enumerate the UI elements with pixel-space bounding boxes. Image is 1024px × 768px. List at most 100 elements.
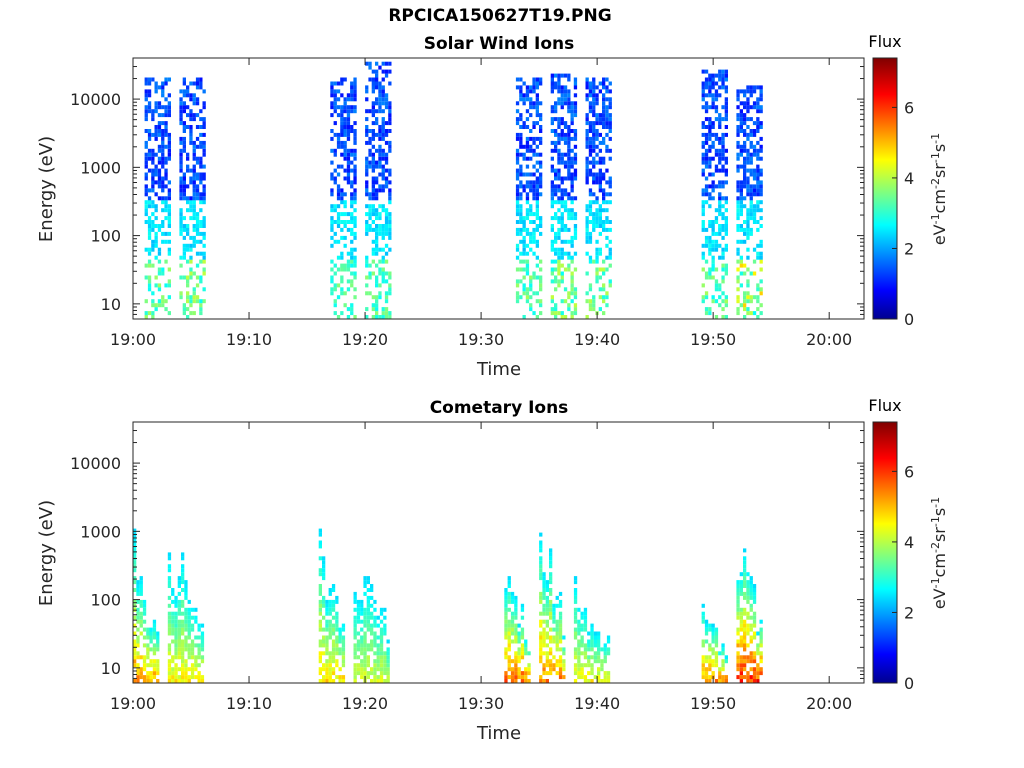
spectrogram-cell — [749, 231, 753, 236]
spectrogram-cell — [515, 172, 520, 177]
spectrogram-cell — [739, 623, 743, 628]
spectrogram-cell — [322, 635, 326, 640]
spectrogram-cell — [187, 627, 191, 632]
spectrogram-cell — [187, 631, 191, 636]
spectrogram-cell — [195, 224, 200, 228]
spectrogram-cell — [563, 121, 568, 126]
spectrogram-cell — [331, 659, 336, 664]
spectrogram-cell — [154, 164, 158, 169]
spectrogram-cell — [746, 105, 750, 110]
spectrogram-cell — [718, 73, 722, 78]
spectrogram-cell — [186, 283, 190, 288]
spectrogram-cell — [331, 615, 336, 620]
spectrogram-cell — [529, 144, 533, 149]
spectrogram-cell — [167, 144, 171, 149]
spectrogram-cell — [156, 635, 160, 640]
spectrogram-cell — [539, 160, 543, 165]
y-tick-label: 10000 — [70, 90, 121, 109]
spectrogram-cell — [567, 176, 571, 181]
spectrogram-cell — [336, 239, 341, 244]
spectrogram-cell — [147, 129, 152, 133]
spectrogram-cells — [133, 528, 763, 683]
spectrogram-cell — [368, 216, 372, 221]
spectrogram-cell — [199, 81, 203, 86]
spectrogram-cell — [759, 97, 763, 102]
spectrogram-cell — [550, 216, 554, 221]
spectrogram-cell — [602, 224, 606, 228]
spectrogram-cell — [563, 101, 568, 106]
spectrogram-cell — [167, 113, 171, 118]
spectrogram-cell — [379, 607, 384, 612]
spectrogram-cell — [724, 172, 728, 177]
spectrogram-cell — [139, 611, 143, 616]
spectrogram-cell — [144, 117, 148, 122]
spectrogram-cell — [739, 643, 743, 648]
spectrogram-cell — [187, 655, 191, 660]
spectrogram-cell — [708, 73, 712, 78]
spectrogram-cell — [583, 607, 588, 612]
spectrogram-cell — [353, 81, 357, 86]
spectrogram-cell — [595, 255, 599, 260]
spectrogram-cell — [179, 224, 183, 228]
spectrogram-cell — [592, 129, 596, 133]
spectrogram-cell — [379, 611, 384, 616]
spectrogram-cell — [746, 572, 750, 577]
spectrogram-cell — [525, 299, 530, 304]
spectrogram-cell — [197, 651, 201, 656]
spectrogram-cell — [194, 663, 198, 668]
spectrogram-cell — [146, 655, 150, 660]
spectrogram-cell — [388, 291, 392, 296]
spectrogram-cell — [363, 591, 367, 596]
spectrogram-cell — [593, 631, 597, 636]
spectrogram-cell — [718, 121, 722, 126]
spectrogram-cell — [608, 251, 612, 256]
spectrogram-cell — [388, 117, 392, 122]
spectrogram-cell — [381, 259, 385, 264]
spectrogram-cell — [194, 607, 198, 612]
spectrogram-cell — [322, 639, 326, 644]
spectrogram-cell — [585, 164, 589, 169]
spectrogram-cell — [507, 647, 511, 652]
spectrogram-cell — [736, 267, 740, 272]
spectrogram-cell — [515, 192, 520, 197]
spectrogram-cell — [756, 283, 760, 288]
spectrogram-cell — [353, 655, 357, 660]
spectrogram-cell — [378, 267, 382, 272]
spectrogram-cell — [181, 564, 185, 569]
spectrogram-cell — [381, 148, 385, 153]
spectrogram-cell — [331, 603, 336, 608]
spectrogram-cell — [202, 299, 206, 304]
spectrogram-cell — [151, 188, 155, 193]
spectrogram-cell — [708, 164, 712, 169]
spectrogram-cell — [759, 172, 763, 177]
spectrogram-cell — [156, 671, 160, 676]
spectrogram-cell — [507, 675, 511, 680]
spectrogram-cell — [365, 315, 369, 319]
spectrogram-cell — [562, 647, 566, 652]
spectrogram-cell — [608, 121, 612, 126]
spectrogram-cell — [186, 208, 190, 213]
spectrogram-cell — [746, 307, 750, 312]
spectrogram-cell — [721, 227, 725, 232]
spectrogram-cell — [724, 89, 728, 94]
spectrogram-cell — [598, 160, 602, 165]
spectrogram-cell — [714, 679, 719, 683]
spectrogram-cell — [522, 216, 526, 221]
colorbar-tick-label: 0 — [904, 310, 914, 329]
spectrogram-cell — [603, 679, 607, 683]
spectrogram-cell — [563, 315, 568, 319]
spectrogram-cell — [605, 85, 609, 90]
spectrogram-cell — [736, 140, 740, 145]
spectrogram-cell — [328, 591, 332, 596]
spectrogram-cell — [376, 663, 380, 668]
spectrogram-cell — [157, 105, 162, 110]
spectrogram-cell — [560, 275, 564, 280]
spectrogram-cell — [746, 267, 750, 272]
spectrogram-cell — [701, 643, 705, 648]
spectrogram-cell — [549, 651, 553, 656]
spectrogram-cell — [182, 192, 186, 197]
spectrogram-cell — [353, 152, 357, 157]
spectrogram-cell — [378, 97, 382, 102]
spectrogram-cell — [333, 299, 337, 304]
spectrogram-cell — [708, 144, 712, 149]
